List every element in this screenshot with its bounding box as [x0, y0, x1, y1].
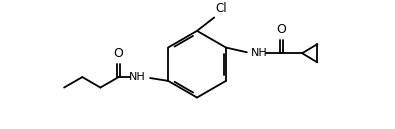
Text: Cl: Cl	[215, 2, 227, 15]
Text: O: O	[114, 47, 124, 60]
Text: NH: NH	[128, 72, 145, 82]
Text: NH: NH	[251, 48, 267, 58]
Text: O: O	[276, 23, 286, 36]
